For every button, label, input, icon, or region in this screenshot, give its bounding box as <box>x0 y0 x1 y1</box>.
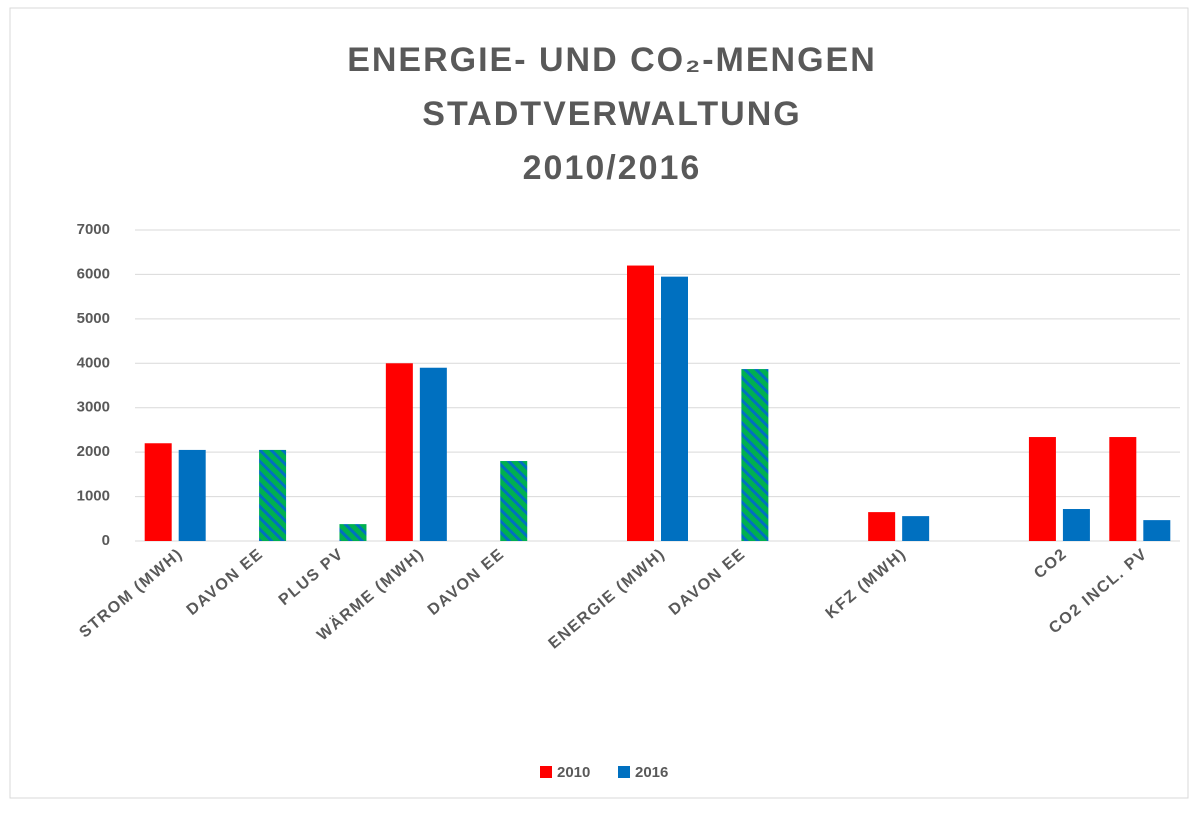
bar <box>1062 509 1090 541</box>
bar <box>178 449 206 541</box>
bar <box>868 512 896 541</box>
legend-label: 2010 <box>557 764 590 781</box>
bar <box>627 265 654 541</box>
y-tick-label: 0 <box>102 532 110 549</box>
bar <box>144 443 172 541</box>
chart-frame <box>9 7 1189 799</box>
legend-label: 2016 <box>635 764 668 781</box>
bar <box>259 449 287 541</box>
y-tick-label: 2000 <box>77 443 110 460</box>
y-tick-label: 1000 <box>77 488 110 505</box>
chart-title: 2010/2016 <box>523 149 702 187</box>
bar <box>902 516 930 541</box>
legend-swatch <box>540 766 552 778</box>
bar <box>1143 520 1171 541</box>
bar <box>385 363 413 541</box>
y-tick-label: 4000 <box>77 354 110 371</box>
y-tick-label: 7000 <box>77 221 110 238</box>
legend-swatch <box>618 766 630 778</box>
bar <box>1109 437 1137 541</box>
bar <box>500 461 528 541</box>
y-tick-label: 6000 <box>77 265 110 282</box>
bar <box>741 369 769 541</box>
bar <box>419 367 447 541</box>
bar <box>661 276 688 541</box>
y-tick-label: 5000 <box>77 310 110 327</box>
chart-title: ENERGIE- UND CO₂-MENGEN <box>347 41 877 79</box>
y-tick-label: 3000 <box>77 399 110 416</box>
chart-title: STADTVERWALTUNG <box>422 95 801 133</box>
bar <box>1028 437 1056 541</box>
bar <box>339 524 367 541</box>
